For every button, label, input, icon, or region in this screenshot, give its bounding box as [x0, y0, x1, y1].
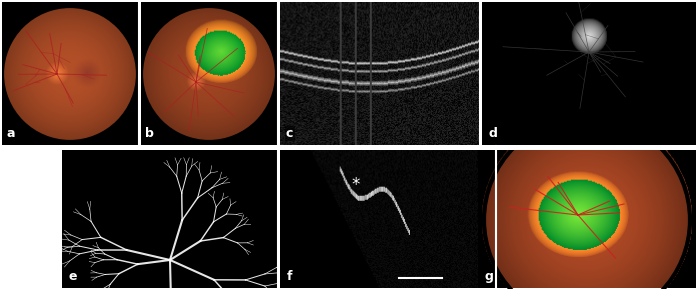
Text: f: f — [286, 270, 292, 283]
Text: a: a — [6, 127, 15, 140]
Text: b: b — [145, 127, 154, 140]
Text: c: c — [286, 127, 293, 140]
Text: d: d — [489, 127, 497, 140]
Text: g: g — [484, 270, 493, 283]
Text: e: e — [68, 270, 77, 283]
Text: *: * — [351, 176, 359, 194]
